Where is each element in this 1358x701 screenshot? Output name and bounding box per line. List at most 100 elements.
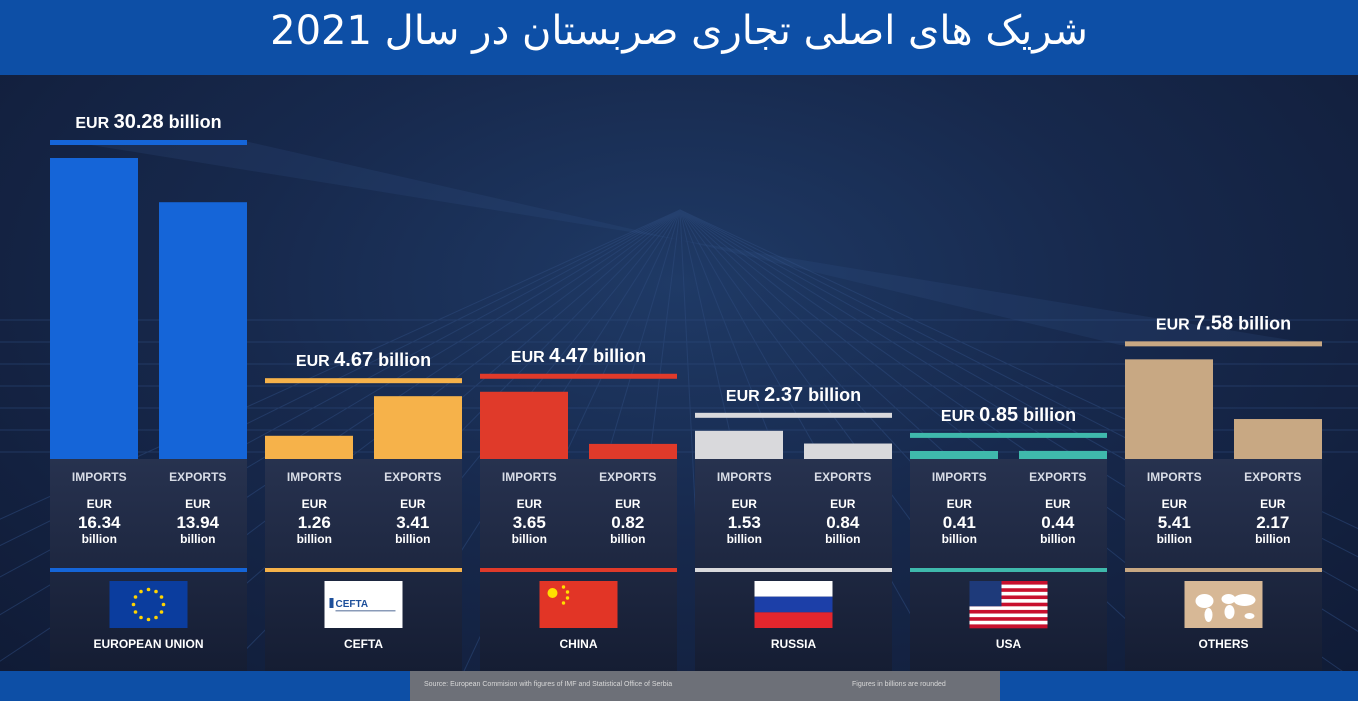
exports-value: 0.84 <box>826 513 860 532</box>
total-label: EUR 4.67 billion <box>296 349 431 371</box>
category-label: OTHERS <box>1198 637 1248 651</box>
imports-value: 0.41 <box>943 513 976 532</box>
bar-imports-china <box>480 391 568 459</box>
total-line <box>1125 341 1322 347</box>
imports-currency: EUR <box>517 497 543 511</box>
imports-value: 1.26 <box>298 513 331 532</box>
world-map-icon <box>1184 581 1263 628</box>
bar-imports-usa <box>910 451 998 459</box>
column-panel <box>480 459 677 671</box>
exports-label: EXPORTS <box>384 470 441 484</box>
exports-label: EXPORTS <box>814 470 871 484</box>
exports-currency: EUR <box>830 497 856 511</box>
exports-currency: EUR <box>615 497 641 511</box>
column-panel <box>695 459 892 671</box>
column-panel <box>1125 459 1322 671</box>
imports-value: 1.53 <box>728 513 761 532</box>
imports-currency: EUR <box>87 497 113 511</box>
imports-unit: billion <box>942 532 977 546</box>
page-title: شریک های اصلی تجاری صربستان در سال 2021 <box>270 8 1088 54</box>
total-line <box>695 412 892 418</box>
exports-currency: EUR <box>400 497 426 511</box>
column-divider <box>1125 568 1322 572</box>
cefta-logo-icon: CEFTA <box>324 581 403 628</box>
imports-currency: EUR <box>732 497 758 511</box>
total-line <box>50 140 247 145</box>
exports-unit: billion <box>180 532 215 546</box>
category-label: CHINA <box>560 637 598 651</box>
light-ray <box>680 240 1320 345</box>
imports-label: IMPORTS <box>932 470 987 484</box>
exports-label: EXPORTS <box>1029 470 1086 484</box>
imports-unit: billion <box>727 532 762 546</box>
imports-unit: billion <box>297 532 332 546</box>
bar-imports-others <box>1125 359 1213 459</box>
bar-exports-european-union <box>159 202 247 460</box>
rounding-note: Figures in billions are rounded <box>852 681 946 688</box>
column-panel <box>265 459 462 671</box>
bar-exports-china <box>589 443 677 459</box>
imports-label: IMPORTS <box>717 470 772 484</box>
imports-label: IMPORTS <box>72 470 127 484</box>
imports-currency: EUR <box>947 497 973 511</box>
exports-unit: billion <box>1040 532 1075 546</box>
bar-imports-cefta <box>265 435 353 459</box>
column-divider <box>50 568 247 572</box>
exports-label: EXPORTS <box>599 470 656 484</box>
russia-flag-icon <box>754 581 833 628</box>
exports-currency: EUR <box>1260 497 1286 511</box>
category-label: USA <box>996 637 1022 651</box>
imports-label: IMPORTS <box>502 470 557 484</box>
cefta-logo-text: CEFTA <box>336 599 369 610</box>
bar-exports-russia <box>804 443 892 459</box>
column-divider <box>910 568 1107 572</box>
total-line <box>910 432 1107 438</box>
imports-value: 5.41 <box>1158 513 1191 532</box>
column-panel <box>910 459 1107 671</box>
category-label: EUROPEAN UNION <box>93 637 203 651</box>
exports-value: 0.44 <box>1041 513 1075 532</box>
column-panel <box>50 459 247 671</box>
total-label: EUR 4.47 billion <box>511 345 646 367</box>
exports-unit: billion <box>610 532 645 546</box>
usa-flag-icon <box>969 581 1048 629</box>
imports-unit: billion <box>82 532 117 546</box>
exports-unit: billion <box>825 532 860 546</box>
china-flag-icon <box>539 581 618 628</box>
imports-unit: billion <box>512 532 547 546</box>
exports-value: 2.17 <box>1256 513 1289 532</box>
column-divider <box>480 568 677 572</box>
exports-unit: billion <box>395 532 430 546</box>
total-label: EUR 7.58 billion <box>1156 312 1291 334</box>
exports-currency: EUR <box>185 497 211 511</box>
imports-currency: EUR <box>1162 497 1188 511</box>
category-label: RUSSIA <box>771 637 817 651</box>
header-bar <box>0 0 1358 75</box>
imports-value: 16.34 <box>78 513 121 532</box>
exports-value: 13.94 <box>176 513 219 532</box>
light-ray <box>60 140 680 240</box>
column-divider <box>695 568 892 572</box>
imports-label: IMPORTS <box>287 470 342 484</box>
source-text: Source: European Commision with figures … <box>424 681 673 688</box>
total-label: EUR 30.28 billion <box>75 111 221 133</box>
bar-exports-usa <box>1019 450 1107 459</box>
imports-value: 3.65 <box>513 513 546 532</box>
total-line <box>480 373 677 379</box>
bar-exports-others <box>1234 419 1322 459</box>
exports-value: 3.41 <box>396 513 429 532</box>
imports-unit: billion <box>1157 532 1192 546</box>
bar-imports-european-union <box>50 158 138 459</box>
eu-flag-icon <box>109 581 188 628</box>
total-label: EUR 2.37 billion <box>726 384 861 406</box>
exports-label: EXPORTS <box>169 470 226 484</box>
exports-currency: EUR <box>1045 497 1071 511</box>
exports-unit: billion <box>1255 532 1290 546</box>
bar-exports-cefta <box>374 396 462 459</box>
exports-label: EXPORTS <box>1244 470 1301 484</box>
category-label: CEFTA <box>344 637 383 651</box>
column-divider <box>265 568 462 572</box>
exports-value: 0.82 <box>611 513 644 532</box>
total-line <box>265 378 462 384</box>
